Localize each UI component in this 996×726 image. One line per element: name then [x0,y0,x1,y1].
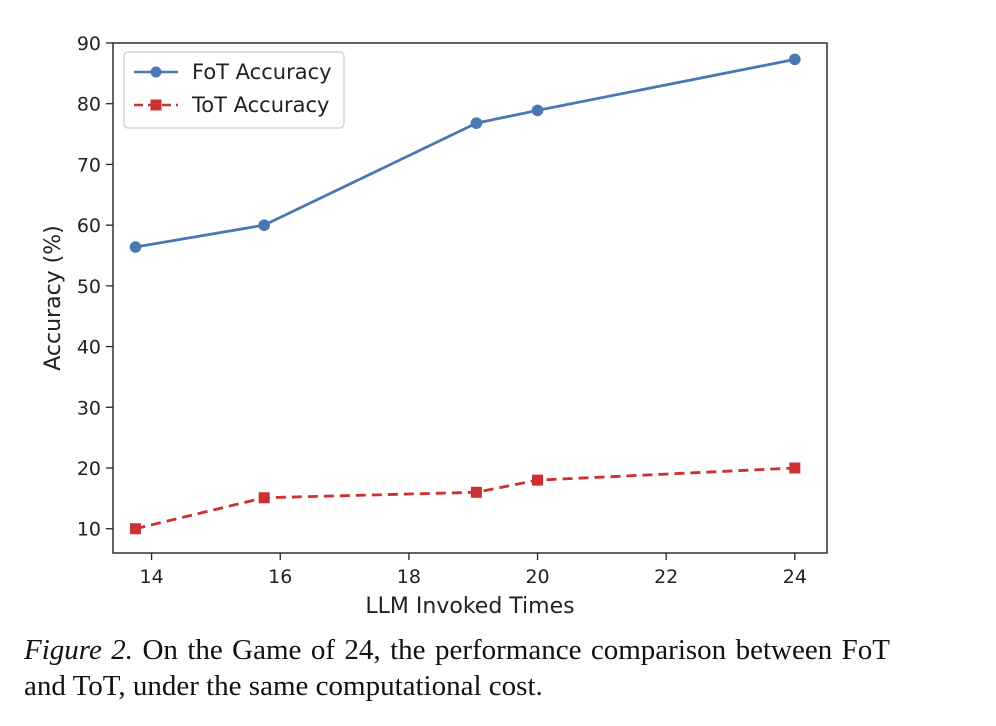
x-axis: 14 16 18 20 22 24 [140,553,807,588]
x-tick-label: 16 [268,566,292,588]
line-chart: 10 20 30 40 50 60 70 80 90 14 16 18 20 22 24 LLM Invo… [41,33,828,619]
x-axis-label: LLM Invoked Times [365,594,574,619]
data-point [129,241,142,253]
y-tick-label: 60 [77,215,101,237]
y-tick-label: 90 [77,33,101,55]
data-point [258,219,270,231]
x-tick-label: 20 [525,566,549,588]
legend-box [123,51,345,129]
figure-caption: Figure 2. On the Game of 24, the perform… [24,632,890,704]
x-tick-label: 14 [140,566,164,588]
data-point [789,462,801,474]
data-point [130,523,142,535]
legend-marker-fot [150,66,162,78]
legend: FoT Accuracy ToT Accuracy [123,51,345,129]
x-tick-label: 18 [397,566,421,588]
legend-marker-tot [150,99,162,111]
data-point [789,53,801,66]
y-axis-label: Accuracy (%) [41,225,66,371]
y-tick-label: 80 [77,94,101,116]
x-tick-label: 24 [783,566,807,588]
series-line-1 [135,466,795,531]
y-axis: 10 20 30 40 50 60 70 80 90 [77,33,113,541]
y-tick-label: 70 [77,154,101,176]
data-point [531,104,544,117]
y-tick-label: 20 [77,458,101,480]
plot-frame [112,42,828,554]
y-tick-label: 10 [77,519,101,541]
data-point [470,117,483,129]
series-layer [129,53,801,535]
legend-label-tot: ToT Accuracy [191,93,329,117]
y-tick-label: 30 [77,397,101,419]
caption-text: On the Game of 24, the performance compa… [24,634,890,702]
data-point [532,474,544,486]
caption-label: Figure 2. [24,634,134,666]
legend-label-fot: FoT Accuracy [192,60,332,84]
data-point [258,492,270,504]
data-point [470,486,482,498]
y-tick-label: 40 [77,337,101,359]
y-tick-label: 50 [77,276,101,298]
x-tick-label: 22 [654,566,678,588]
